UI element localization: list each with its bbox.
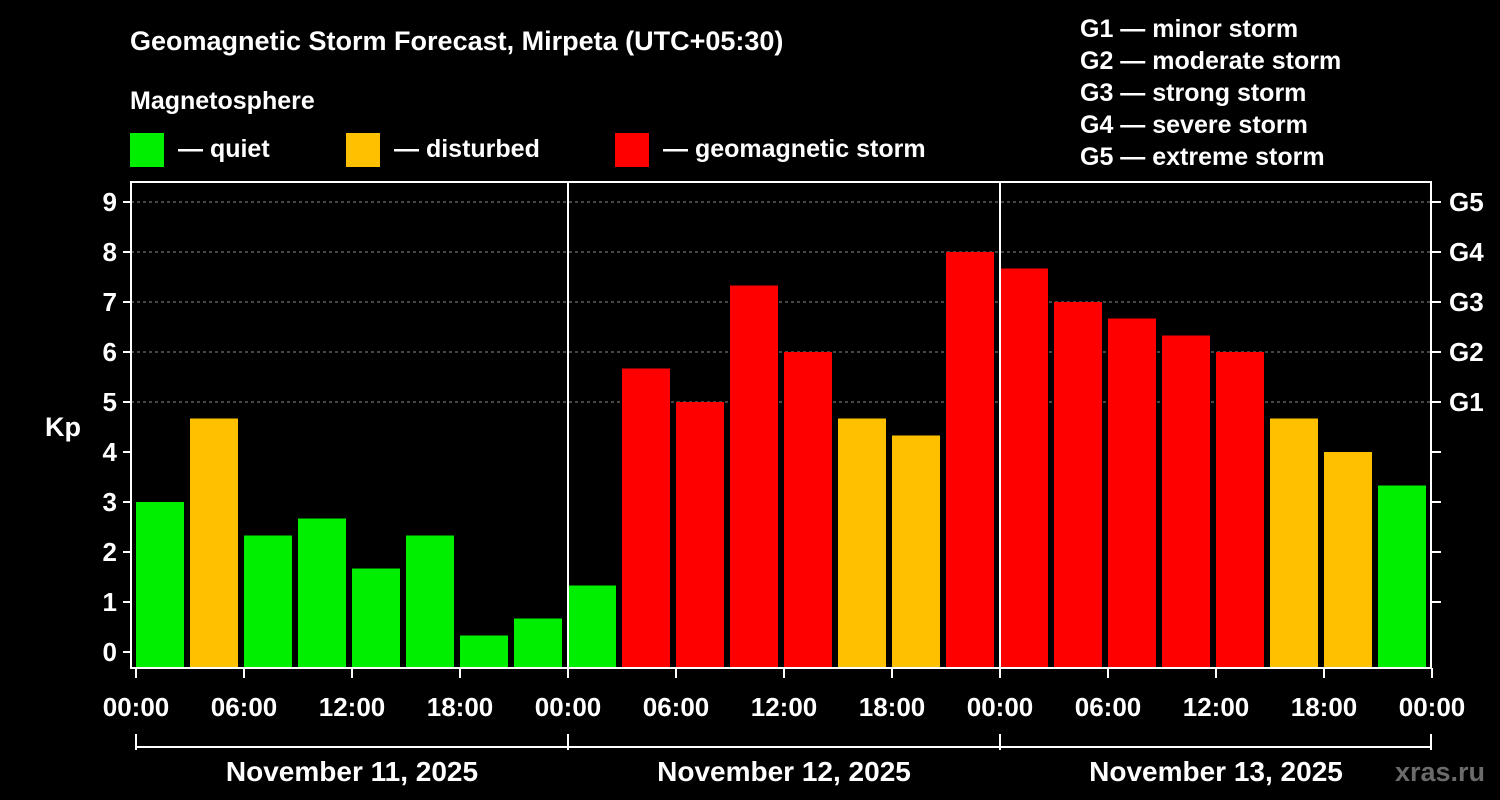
bar-13 <box>838 418 886 668</box>
x-tick-label-8: 00:00 <box>967 692 1034 722</box>
bar-17 <box>1054 302 1102 668</box>
right-tick-label-G2: G2 <box>1449 337 1484 367</box>
date-label-1: November 12, 2025 <box>657 756 911 787</box>
legend-label-quiet: — quiet <box>178 135 270 163</box>
bar-10 <box>676 402 724 668</box>
right-tick-label-G5: G5 <box>1449 187 1484 217</box>
bar-3 <box>298 518 346 668</box>
date-label-0: November 11, 2025 <box>226 756 478 787</box>
g-scale-g5: G5 — extreme storm <box>1080 143 1325 171</box>
x-tick-label-7: 18:00 <box>859 692 926 722</box>
g-scale-g3: G3 — strong storm <box>1080 79 1306 107</box>
x-tick-label-5: 06:00 <box>643 692 710 722</box>
legend-heading: Magnetosphere <box>130 87 315 115</box>
y-tick-label-6: 6 <box>103 337 117 367</box>
y-tick-label-1: 1 <box>103 587 117 617</box>
bar-7 <box>514 618 562 668</box>
bar-11 <box>730 285 778 668</box>
x-tick-label-10: 12:00 <box>1183 692 1250 722</box>
y-tick-label-8: 8 <box>103 237 117 267</box>
bar-6 <box>460 635 508 668</box>
y-tick-label-3: 3 <box>103 487 117 517</box>
x-tick-label-6: 12:00 <box>751 692 818 722</box>
x-tick-label-1: 06:00 <box>211 692 278 722</box>
chart-title: Geomagnetic Storm Forecast, Mirpeta (UTC… <box>130 26 783 56</box>
legend-label-disturbed: — disturbed <box>394 135 540 163</box>
legend-swatch-disturbed <box>346 133 380 167</box>
bar-20 <box>1216 352 1264 668</box>
bar-18 <box>1108 318 1156 668</box>
date-label-2: November 13, 2025 <box>1089 756 1343 787</box>
x-tick-label-0: 00:00 <box>103 692 170 722</box>
bars <box>136 252 1426 668</box>
x-tick-label-3: 18:00 <box>427 692 494 722</box>
bar-12 <box>784 352 832 668</box>
x-tick-label-4: 00:00 <box>535 692 602 722</box>
bar-2 <box>244 535 292 668</box>
bar-1 <box>190 418 238 668</box>
y-tick-label-4: 4 <box>103 437 118 467</box>
g-scale-g1: G1 — minor storm <box>1080 15 1298 43</box>
bar-9 <box>622 368 670 668</box>
y-tick-label-7: 7 <box>103 287 117 317</box>
g-scale-g2: G2 — moderate storm <box>1080 47 1341 75</box>
y-tick-label-0: 0 <box>103 637 117 667</box>
bar-21 <box>1270 418 1318 668</box>
bar-8 <box>568 585 616 668</box>
right-tick-label-G4: G4 <box>1449 237 1484 267</box>
bar-14 <box>892 435 940 668</box>
x-tick-label-11: 18:00 <box>1291 692 1358 722</box>
bar-16 <box>1000 268 1048 668</box>
bar-5 <box>406 535 454 668</box>
legend-swatch-storm <box>615 133 649 167</box>
x-tick-label-9: 06:00 <box>1075 692 1142 722</box>
x-tick-label-2: 12:00 <box>319 692 386 722</box>
plot-frame <box>130 181 1432 669</box>
bar-0 <box>136 502 184 668</box>
bar-15 <box>946 252 994 668</box>
bar-22 <box>1324 452 1372 668</box>
watermark: xras.ru <box>1395 757 1485 787</box>
right-tick-label-G1: G1 <box>1449 387 1484 417</box>
gridlines <box>131 201 1431 403</box>
y-tick-label-9: 9 <box>103 187 117 217</box>
bar-4 <box>352 568 400 668</box>
legend-label-storm: — geomagnetic storm <box>663 135 926 163</box>
legend-swatch-quiet <box>130 133 164 167</box>
x-tick-label-12: 00:00 <box>1399 692 1466 722</box>
y-tick-label-2: 2 <box>103 537 117 567</box>
bar-23 <box>1378 485 1426 668</box>
y-axis-label: Kp <box>45 412 81 442</box>
g-scale-g4: G4 — severe storm <box>1080 111 1308 139</box>
bar-19 <box>1162 335 1210 668</box>
right-tick-label-G3: G3 <box>1449 287 1484 317</box>
y-tick-label-5: 5 <box>103 387 117 417</box>
axes: 0 1 2 3 4 5 6 7 8 9 G1 G2 G3 G4 G5 00:00 06:00 12:00 18:00… <box>103 181 1484 787</box>
